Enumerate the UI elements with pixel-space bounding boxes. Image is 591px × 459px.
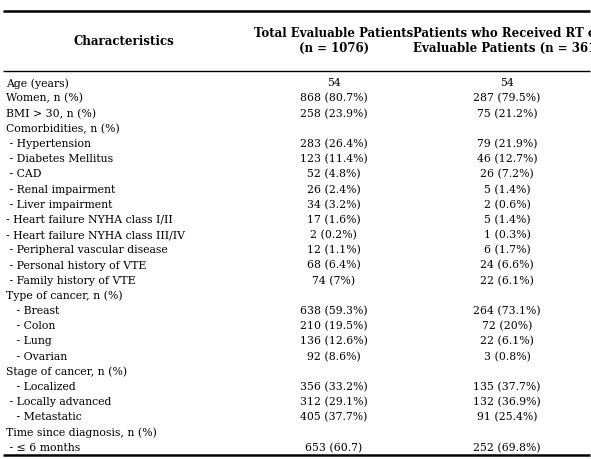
- Text: 72 (20%): 72 (20%): [482, 321, 532, 331]
- Text: 24 (6.6%): 24 (6.6%): [480, 260, 534, 271]
- Text: - Diabetes Mellitus: - Diabetes Mellitus: [6, 154, 113, 164]
- Text: 91 (25.4%): 91 (25.4%): [477, 412, 537, 423]
- Text: 26 (2.4%): 26 (2.4%): [307, 185, 361, 195]
- Text: Stage of cancer, n (%): Stage of cancer, n (%): [6, 367, 127, 377]
- Text: Age (years): Age (years): [6, 78, 69, 89]
- Text: 5 (1.4%): 5 (1.4%): [484, 215, 530, 225]
- Text: 12 (1.1%): 12 (1.1%): [307, 245, 361, 256]
- Text: Women, n (%): Women, n (%): [6, 93, 83, 104]
- Text: 17 (1.6%): 17 (1.6%): [307, 215, 361, 225]
- Text: - ≤ 6 months: - ≤ 6 months: [6, 443, 80, 453]
- Text: Comorbidities, n (%): Comorbidities, n (%): [6, 124, 119, 134]
- Text: 22 (6.1%): 22 (6.1%): [480, 336, 534, 347]
- Text: - Peripheral vascular disease: - Peripheral vascular disease: [6, 246, 168, 255]
- Text: 68 (6.4%): 68 (6.4%): [307, 260, 361, 271]
- Text: 52 (4.8%): 52 (4.8%): [307, 169, 361, 179]
- Text: - Colon: - Colon: [6, 321, 56, 331]
- Text: - Locally advanced: - Locally advanced: [6, 397, 111, 407]
- Text: 135 (37.7%): 135 (37.7%): [473, 382, 541, 392]
- Text: - Ovarian: - Ovarian: [6, 352, 67, 362]
- Text: 653 (60.7): 653 (60.7): [306, 442, 362, 453]
- Text: 2 (0.6%): 2 (0.6%): [483, 200, 531, 210]
- Text: 3 (0.8%): 3 (0.8%): [483, 352, 531, 362]
- Text: - Metastatic: - Metastatic: [6, 412, 82, 422]
- Text: Total Evaluable Patients
(n = 1076): Total Evaluable Patients (n = 1076): [254, 27, 414, 56]
- Text: - Personal history of VTE: - Personal history of VTE: [6, 261, 147, 270]
- Text: 79 (21.9%): 79 (21.9%): [477, 139, 537, 149]
- Text: BMI > 30, n (%): BMI > 30, n (%): [6, 108, 96, 119]
- Text: 123 (11.4%): 123 (11.4%): [300, 154, 368, 164]
- Text: - Breast: - Breast: [6, 306, 59, 316]
- Text: 132 (36.9%): 132 (36.9%): [473, 397, 541, 407]
- Text: - Renal impairment: - Renal impairment: [6, 185, 115, 195]
- Text: 868 (80.7%): 868 (80.7%): [300, 93, 368, 104]
- Text: 2 (0.2%): 2 (0.2%): [310, 230, 358, 241]
- Text: - Family history of VTE: - Family history of VTE: [6, 276, 135, 285]
- Text: 74 (7%): 74 (7%): [313, 275, 355, 286]
- Text: 252 (69.8%): 252 (69.8%): [473, 442, 541, 453]
- Text: 287 (79.5%): 287 (79.5%): [473, 93, 541, 104]
- Text: 283 (26.4%): 283 (26.4%): [300, 139, 368, 149]
- Text: 5 (1.4%): 5 (1.4%): [484, 185, 530, 195]
- Text: 136 (12.6%): 136 (12.6%): [300, 336, 368, 347]
- Text: - Liver impairment: - Liver impairment: [6, 200, 112, 210]
- Text: 638 (59.3%): 638 (59.3%): [300, 306, 368, 316]
- Text: 312 (29.1%): 312 (29.1%): [300, 397, 368, 407]
- Text: 405 (37.7%): 405 (37.7%): [300, 412, 368, 423]
- Text: - CAD: - CAD: [6, 169, 41, 179]
- Text: 258 (23.9%): 258 (23.9%): [300, 108, 368, 119]
- Text: 264 (73.1%): 264 (73.1%): [473, 306, 541, 316]
- Text: Patients who Received RT of
Evaluable Patients (n = 361): Patients who Received RT of Evaluable Pa…: [413, 27, 591, 56]
- Text: 26 (7.2%): 26 (7.2%): [480, 169, 534, 179]
- Text: Type of cancer, n (%): Type of cancer, n (%): [6, 291, 122, 301]
- Text: 54: 54: [500, 78, 514, 88]
- Text: 92 (8.6%): 92 (8.6%): [307, 352, 361, 362]
- Text: 210 (19.5%): 210 (19.5%): [300, 321, 368, 331]
- Text: - Lung: - Lung: [6, 336, 51, 347]
- Text: Characteristics: Characteristics: [74, 35, 174, 48]
- Text: 34 (3.2%): 34 (3.2%): [307, 200, 361, 210]
- Text: - Localized: - Localized: [6, 382, 76, 392]
- Text: 75 (21.2%): 75 (21.2%): [477, 108, 537, 119]
- Text: - Heart failure NYHA class III/IV: - Heart failure NYHA class III/IV: [6, 230, 185, 240]
- Text: 6 (1.7%): 6 (1.7%): [483, 245, 531, 256]
- Text: 54: 54: [327, 78, 341, 88]
- Text: 22 (6.1%): 22 (6.1%): [480, 275, 534, 286]
- Text: - Heart failure NYHA class I/II: - Heart failure NYHA class I/II: [6, 215, 173, 225]
- Text: - Hypertension: - Hypertension: [6, 139, 91, 149]
- Text: 46 (12.7%): 46 (12.7%): [477, 154, 537, 164]
- Text: Time since diagnosis, n (%): Time since diagnosis, n (%): [6, 427, 157, 438]
- Text: 356 (33.2%): 356 (33.2%): [300, 382, 368, 392]
- Text: 1 (0.3%): 1 (0.3%): [483, 230, 531, 241]
